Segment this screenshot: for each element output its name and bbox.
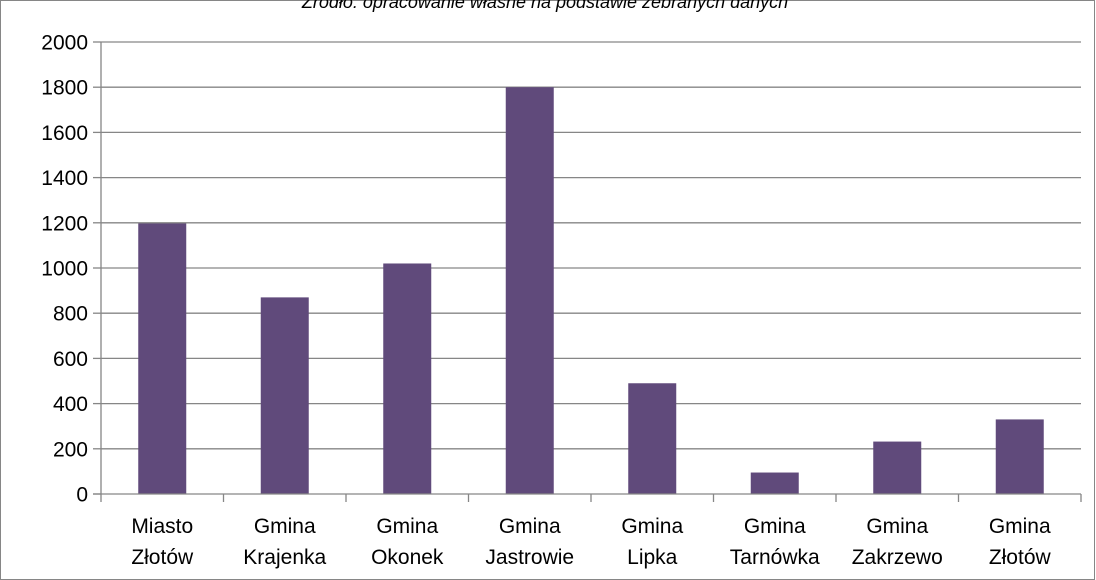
x-category-label: Gmina Okonek: [371, 515, 444, 569]
gridlines: [93, 41, 1081, 495]
x-category-label: Gmina Złotów: [989, 515, 1052, 569]
x-category-label-line: Złotów: [131, 546, 194, 569]
y-tick-label: 1200: [41, 212, 88, 235]
x-category-label-line: Lipka: [627, 546, 678, 569]
y-tick-label: 2000: [41, 32, 88, 55]
x-category-label: Gmina Tarnówka: [730, 515, 820, 569]
bar: [505, 87, 554, 494]
x-category-label-line: Zakrzewo: [852, 546, 943, 569]
x-category-label-line: Okonek: [371, 546, 444, 569]
bars: [138, 87, 1044, 494]
x-category-label-line: Gmina: [989, 515, 1051, 538]
x-category-label: Gmina Jastrowie: [485, 515, 574, 569]
y-tick-label: 200: [53, 438, 88, 461]
x-category-label-line: Gmina: [866, 515, 928, 538]
source-note: Źródło: opracowanie własne na podstawie …: [301, 0, 788, 12]
y-tick-label: 1600: [41, 122, 88, 145]
bar: [628, 383, 677, 494]
bar: [260, 297, 309, 494]
bar: [873, 441, 922, 494]
x-category-label-line: Jastrowie: [485, 546, 574, 569]
x-category-label-line: Złotów: [989, 546, 1052, 569]
x-axis-category-labels: MiastoZłotówGminaKrajenkaGminaOkonekGmin…: [131, 515, 1051, 569]
x-category-label: Gmina Zakrzewo: [852, 515, 943, 569]
x-category-label-line: Gmina: [499, 515, 561, 538]
x-category-label-line: Miasto: [131, 515, 193, 538]
x-category-label-line: Gmina: [621, 515, 683, 538]
y-tick-label: 0: [76, 484, 88, 507]
y-tick-label: 1400: [41, 167, 88, 190]
bar: [750, 472, 799, 494]
bar: [138, 223, 187, 494]
y-axis-tick-labels: 0 200 400 600 800 1000 1200 1400 1600 1800 2000: [41, 32, 88, 507]
x-category-label: Gmina Krajenka: [243, 515, 326, 569]
x-category-label-line: Tarnówka: [730, 546, 820, 569]
x-category-label-line: Gmina: [376, 515, 438, 538]
bar: [995, 419, 1044, 494]
x-category-label: Gmina Lipka: [621, 515, 683, 569]
y-tick-label: 400: [53, 393, 88, 416]
x-category-label: Miasto Złotów: [131, 515, 194, 569]
y-tick-label: 600: [53, 348, 88, 371]
bar: [383, 263, 432, 494]
x-category-label-line: Krajenka: [243, 546, 326, 569]
y-tick-label: 800: [53, 303, 88, 326]
x-category-label-line: Gmina: [744, 515, 806, 538]
axes: [93, 42, 1082, 502]
x-category-label-line: Gmina: [254, 515, 316, 538]
y-tick-label: 1000: [41, 258, 88, 281]
y-tick-label: 1800: [41, 77, 88, 100]
